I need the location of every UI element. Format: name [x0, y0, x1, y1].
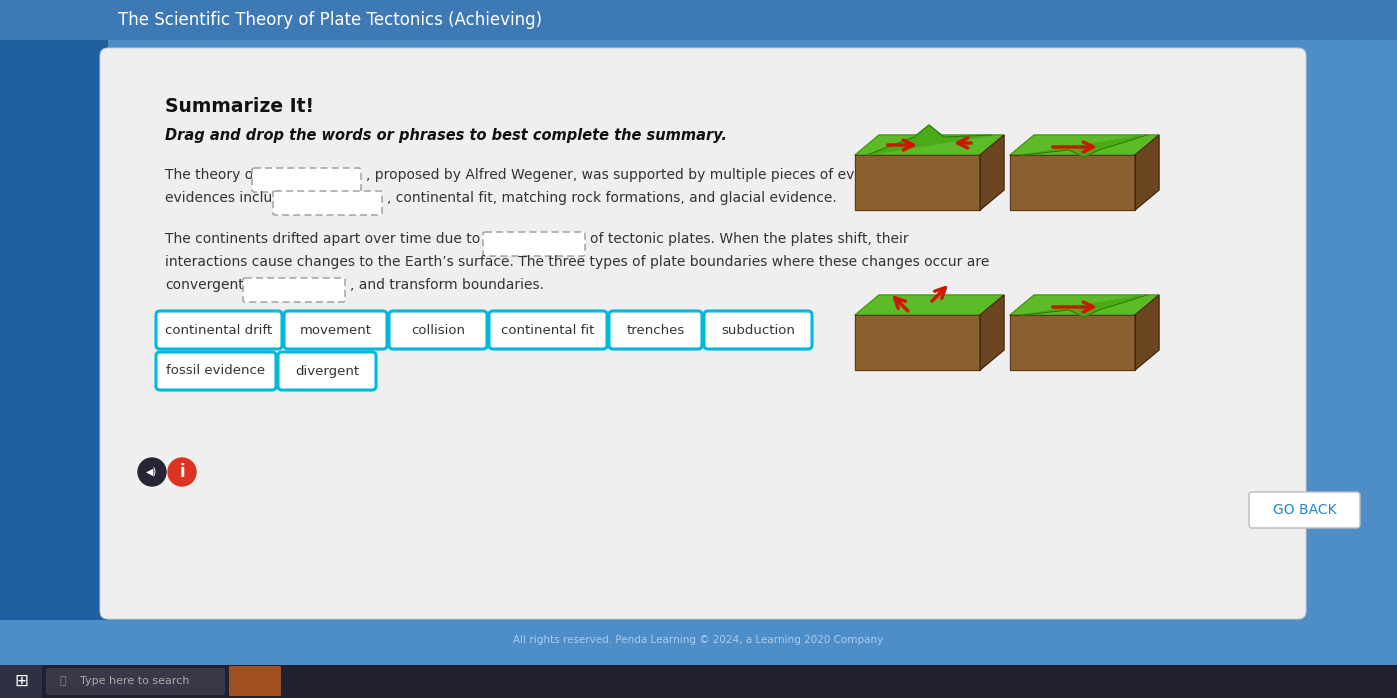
Polygon shape: [855, 155, 981, 210]
FancyBboxPatch shape: [704, 311, 812, 349]
Text: , continental fit, matching rock formations, and glacial evidence.: , continental fit, matching rock formati…: [387, 191, 837, 205]
Text: i: i: [179, 463, 184, 481]
Text: divergent: divergent: [295, 364, 359, 378]
Text: continental drift: continental drift: [165, 323, 272, 336]
FancyBboxPatch shape: [46, 668, 225, 695]
Polygon shape: [1023, 295, 1147, 317]
FancyBboxPatch shape: [609, 311, 703, 349]
Polygon shape: [855, 295, 1004, 315]
FancyBboxPatch shape: [243, 278, 345, 302]
Polygon shape: [1010, 315, 1134, 370]
Text: , and transform boundaries.: , and transform boundaries.: [351, 278, 543, 292]
FancyBboxPatch shape: [0, 665, 42, 698]
FancyBboxPatch shape: [489, 311, 608, 349]
Text: ⊞: ⊞: [14, 672, 28, 690]
Text: 🔍: 🔍: [60, 676, 67, 686]
FancyBboxPatch shape: [1249, 492, 1361, 528]
Text: movement: movement: [299, 323, 372, 336]
FancyBboxPatch shape: [0, 665, 1397, 698]
FancyBboxPatch shape: [0, 0, 1397, 40]
FancyBboxPatch shape: [229, 666, 281, 696]
Circle shape: [138, 458, 166, 486]
Text: continental fit: continental fit: [502, 323, 595, 336]
Polygon shape: [855, 315, 981, 370]
Polygon shape: [1134, 135, 1160, 210]
FancyBboxPatch shape: [388, 311, 488, 349]
Text: The Scientific Theory of Plate Tectonics (Achieving): The Scientific Theory of Plate Tectonics…: [117, 11, 542, 29]
Text: fossil evidence: fossil evidence: [166, 364, 265, 378]
Polygon shape: [1010, 295, 1160, 315]
Text: evidences include: evidences include: [165, 191, 289, 205]
Circle shape: [168, 458, 196, 486]
Polygon shape: [1023, 135, 1147, 157]
Text: ◀): ◀): [147, 467, 158, 477]
FancyBboxPatch shape: [251, 168, 360, 192]
FancyBboxPatch shape: [101, 48, 1306, 619]
Text: The continents drifted apart over time due to the: The continents drifted apart over time d…: [165, 232, 507, 246]
Polygon shape: [1010, 155, 1134, 210]
Polygon shape: [855, 135, 1004, 155]
Text: Drag and drop the words or phrases to best complete the summary.: Drag and drop the words or phrases to be…: [165, 128, 726, 143]
Text: of tectonic plates. When the plates shift, their: of tectonic plates. When the plates shif…: [590, 232, 908, 246]
FancyBboxPatch shape: [278, 352, 376, 390]
Text: collision: collision: [411, 323, 465, 336]
Polygon shape: [868, 125, 992, 155]
Polygon shape: [1134, 295, 1160, 370]
Text: Summarize It!: Summarize It!: [165, 97, 314, 116]
FancyBboxPatch shape: [483, 232, 585, 256]
Text: The theory of: The theory of: [165, 168, 258, 182]
FancyBboxPatch shape: [156, 352, 277, 390]
Text: GO BACK: GO BACK: [1273, 503, 1337, 517]
FancyBboxPatch shape: [0, 40, 108, 620]
Text: trenches: trenches: [626, 323, 685, 336]
FancyBboxPatch shape: [156, 311, 282, 349]
Text: , proposed by Alfred Wegener, was supported by multiple pieces of evidence. Thes: , proposed by Alfred Wegener, was suppor…: [366, 168, 950, 182]
Text: Type here to search: Type here to search: [80, 676, 190, 686]
Polygon shape: [1010, 135, 1160, 155]
FancyBboxPatch shape: [272, 191, 381, 215]
Polygon shape: [981, 135, 1004, 210]
Text: interactions cause changes to the Earth’s surface. The three types of plate boun: interactions cause changes to the Earth’…: [165, 255, 989, 269]
Text: subduction: subduction: [721, 323, 795, 336]
Polygon shape: [981, 295, 1004, 370]
FancyBboxPatch shape: [284, 311, 387, 349]
Text: All rights reserved. Penda Learning © 2024, a Learning 2020 Company: All rights reserved. Penda Learning © 20…: [513, 635, 883, 645]
Text: convergent,: convergent,: [165, 278, 249, 292]
